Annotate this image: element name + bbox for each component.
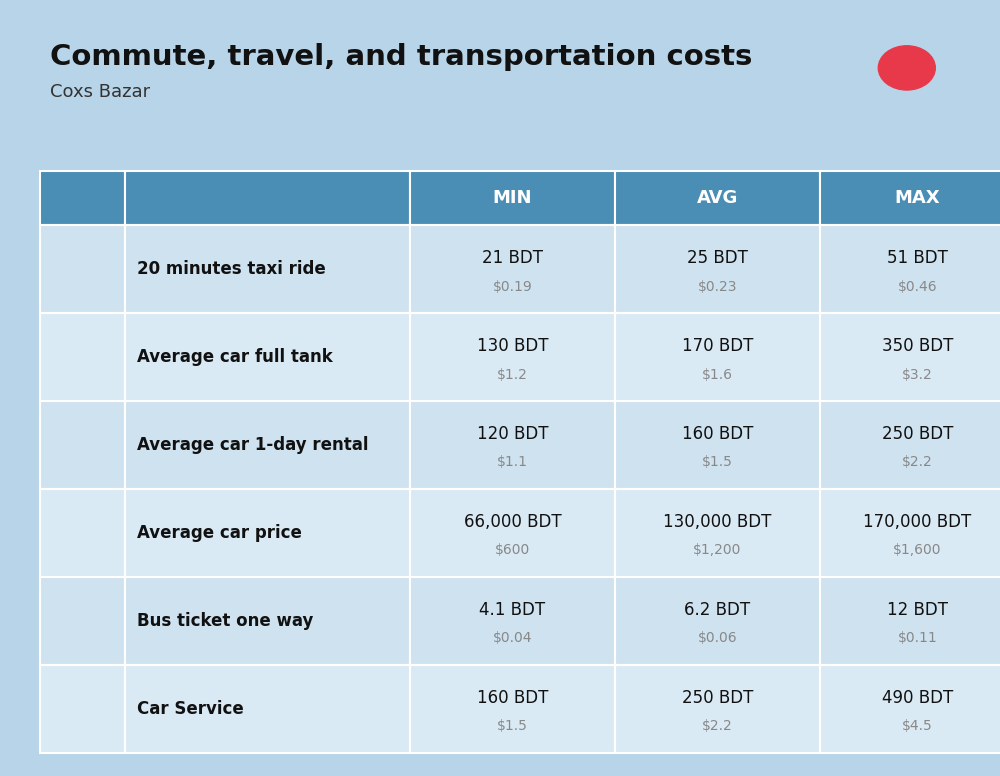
Text: 51 BDT: 51 BDT: [887, 249, 948, 268]
Text: $1.6: $1.6: [702, 368, 733, 382]
Text: 4.1 BDT: 4.1 BDT: [479, 601, 546, 619]
Text: $2.2: $2.2: [902, 456, 933, 469]
Text: $4.5: $4.5: [902, 719, 933, 733]
Text: ⛽: ⛽: [72, 341, 92, 373]
Text: Commute, travel, and transportation costs: Commute, travel, and transportation cost…: [50, 43, 752, 71]
Text: $0.11: $0.11: [898, 632, 937, 646]
Text: $1.5: $1.5: [702, 456, 733, 469]
Text: 25 BDT: 25 BDT: [687, 249, 748, 268]
Text: 490 BDT: 490 BDT: [882, 689, 953, 707]
Text: $1,200: $1,200: [693, 543, 742, 557]
Text: AVG: AVG: [697, 189, 738, 207]
Text: MAX: MAX: [895, 189, 940, 207]
Text: $3.2: $3.2: [902, 368, 933, 382]
Text: $0.23: $0.23: [698, 279, 737, 293]
Text: 250 BDT: 250 BDT: [882, 425, 953, 443]
Text: 🔧: 🔧: [72, 692, 92, 726]
Text: 130,000 BDT: 130,000 BDT: [663, 513, 772, 532]
Text: 120 BDT: 120 BDT: [477, 425, 548, 443]
Text: 170 BDT: 170 BDT: [682, 338, 753, 355]
Text: $1,600: $1,600: [893, 543, 942, 557]
Text: $0.06: $0.06: [698, 632, 737, 646]
Text: Average car 1-day rental: Average car 1-day rental: [137, 436, 368, 454]
Text: 160 BDT: 160 BDT: [682, 425, 753, 443]
Text: 350 BDT: 350 BDT: [882, 338, 953, 355]
Text: $1.5: $1.5: [497, 719, 528, 733]
Text: Average car price: Average car price: [137, 524, 302, 542]
Text: 🚗: 🚗: [72, 516, 92, 549]
Text: $1.2: $1.2: [497, 368, 528, 382]
Circle shape: [878, 46, 935, 90]
Text: 160 BDT: 160 BDT: [477, 689, 548, 707]
Text: 🚕: 🚕: [72, 252, 92, 286]
Text: Bus ticket one way: Bus ticket one way: [137, 611, 313, 630]
Text: Car Service: Car Service: [137, 700, 244, 718]
Text: $2.2: $2.2: [702, 719, 733, 733]
Text: Average car full tank: Average car full tank: [137, 348, 333, 366]
Text: 12 BDT: 12 BDT: [887, 601, 948, 619]
Text: $0.19: $0.19: [493, 279, 532, 293]
Text: $600: $600: [495, 543, 530, 557]
Text: 250 BDT: 250 BDT: [682, 689, 753, 707]
Text: 170,000 BDT: 170,000 BDT: [863, 513, 972, 532]
Text: 🚙: 🚙: [72, 428, 92, 462]
Text: $0.04: $0.04: [493, 632, 532, 646]
Text: 6.2 BDT: 6.2 BDT: [684, 601, 751, 619]
Text: $1.1: $1.1: [497, 456, 528, 469]
Text: MIN: MIN: [493, 189, 532, 207]
Text: 130 BDT: 130 BDT: [477, 338, 548, 355]
Text: 21 BDT: 21 BDT: [482, 249, 543, 268]
Text: $0.46: $0.46: [898, 279, 937, 293]
Text: 66,000 BDT: 66,000 BDT: [464, 513, 561, 532]
Text: 🚌: 🚌: [72, 605, 92, 637]
Text: Coxs Bazar: Coxs Bazar: [50, 83, 150, 101]
Text: 20 minutes taxi ride: 20 minutes taxi ride: [137, 260, 326, 278]
